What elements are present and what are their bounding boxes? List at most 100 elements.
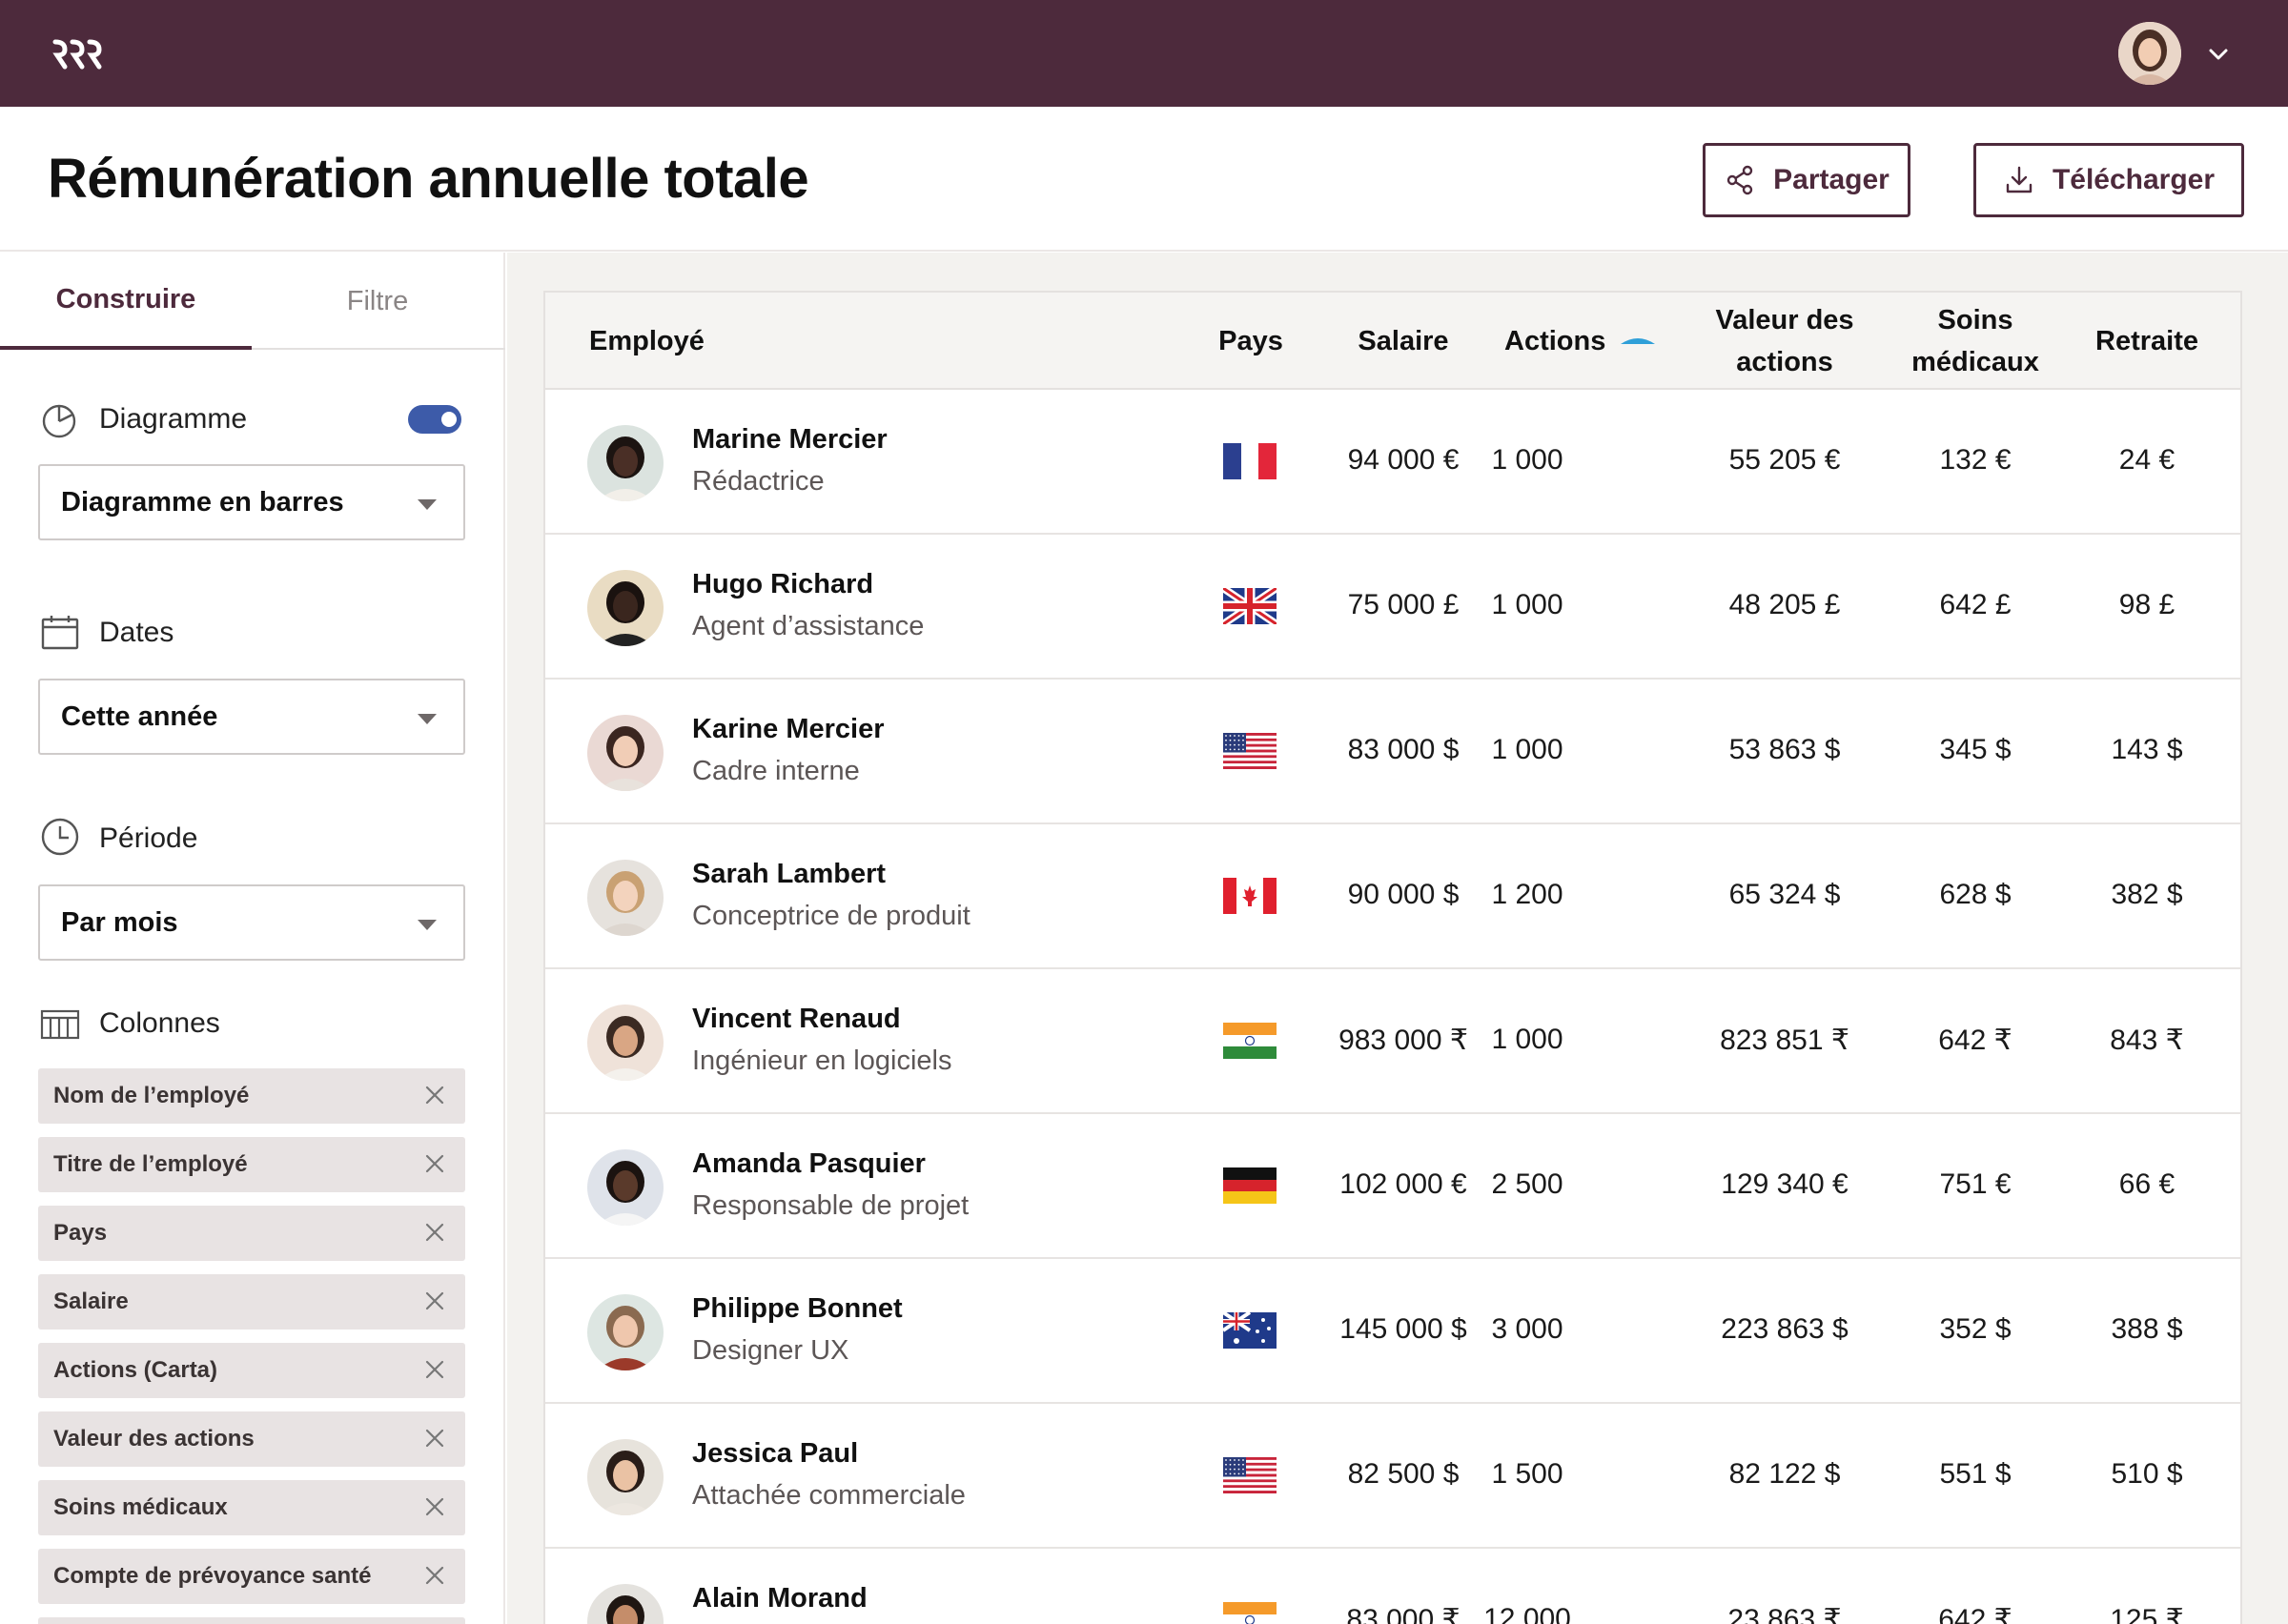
col-retirement[interactable]: Retraite <box>2095 326 2198 356</box>
column-chip[interactable]: Nom de l’employé <box>38 1068 465 1124</box>
column-chip[interactable]: Actions (Carta) <box>38 1343 465 1398</box>
column-chip[interactable]: Compte de prévoyance santé <box>38 1549 465 1604</box>
india-flag-icon <box>1223 1023 1277 1059</box>
canada-flag-icon <box>1223 878 1277 914</box>
cell-retirement: 98 £ <box>2118 589 2176 620</box>
chevron-down-icon[interactable] <box>2204 40 2233 69</box>
col-medical-line2: médicaux <box>1911 347 2039 377</box>
table-row[interactable]: Karine Mercier Cadre interne 83 000 $ 1 000… <box>545 680 2240 824</box>
cell-salary: 145 000 $ <box>1339 1313 1467 1345</box>
usa-flag-icon <box>1223 1457 1277 1493</box>
column-chip-label: Titre de l’employé <box>53 1151 248 1177</box>
col-medical[interactable]: Soins médicaux <box>1891 293 2059 390</box>
column-chip[interactable] <box>38 1617 465 1624</box>
chart-type-value: Diagramme en barres <box>61 487 344 518</box>
france-flag-icon <box>1223 443 1277 479</box>
close-icon[interactable] <box>423 1427 446 1450</box>
chart-toggle[interactable] <box>408 405 461 434</box>
dates-select[interactable]: Cette année <box>38 679 465 755</box>
app-logo-icon[interactable] <box>51 34 105 72</box>
cell-share-value: 53 863 $ <box>1728 734 1841 765</box>
germany-flag-icon <box>1223 1167 1277 1204</box>
download-button-label: Télécharger <box>2052 164 2216 195</box>
table-row[interactable]: Alain Morand 83 000 ₹ 12 000 23 863 ₹ 642 ₹ 1… <box>545 1549 2240 1624</box>
table-row[interactable]: Sarah Lambert Conceptrice de produit 90 00… <box>545 824 2240 969</box>
cell-retirement: 843 ₹ <box>2110 1025 2184 1056</box>
caret-down-icon <box>418 920 437 930</box>
column-chip[interactable]: Valeur des actions <box>38 1411 465 1467</box>
close-icon[interactable] <box>423 1564 446 1587</box>
col-share-value[interactable]: Valeur des actions <box>1689 293 1880 390</box>
table-row[interactable]: Marine Mercier Rédactrice 94 000 € 1 000 55 … <box>545 390 2240 535</box>
cell-shares: 2 500 <box>1491 1168 1563 1200</box>
table-row[interactable]: Philippe Bonnet Designer UX 145 000 $ 3 000… <box>545 1259 2240 1404</box>
column-chip[interactable]: Salaire <box>38 1274 465 1330</box>
share-button-label: Partager <box>1773 164 1890 195</box>
col-shares-label: Actions <box>1504 326 1606 356</box>
col-employee[interactable]: Employé <box>589 326 705 356</box>
col-salary[interactable]: Salaire <box>1358 326 1449 356</box>
share-icon <box>1726 165 1753 195</box>
download-button[interactable]: Télécharger <box>1973 143 2244 217</box>
cell-share-value: 82 122 $ <box>1728 1458 1841 1490</box>
employee-title: Agent d’assistance <box>692 611 925 641</box>
cell-retirement: 66 € <box>2118 1168 2176 1200</box>
cell-salary: 102 000 € <box>1339 1168 1467 1200</box>
download-icon <box>2006 166 2033 193</box>
close-icon[interactable] <box>423 1152 446 1175</box>
employee-name: Amanda Pasquier <box>692 1148 926 1179</box>
employee-avatar <box>587 1149 664 1226</box>
uk-flag-icon <box>1220 584 1279 628</box>
cell-shares: 1 000 <box>1491 1024 1563 1055</box>
cell-share-value: 23 863 ₹ <box>1727 1604 1842 1624</box>
cell-shares: 1 500 <box>1491 1458 1563 1490</box>
cell-medical: 132 € <box>1939 444 2012 476</box>
employee-name: Karine Mercier <box>692 714 885 744</box>
column-chip-label: Nom de l’employé <box>53 1083 250 1108</box>
close-icon[interactable] <box>423 1358 446 1381</box>
page-title: Rémunération annuelle totale <box>48 148 809 210</box>
employee-title: Ingénieur en logiciels <box>692 1045 952 1076</box>
chart-type-select[interactable]: Diagramme en barres <box>38 464 465 540</box>
australia-flag-icon <box>1221 1310 1277 1349</box>
table-row[interactable]: Vincent Renaud Ingénieur en logiciels 983 … <box>545 969 2240 1114</box>
cell-share-value: 223 863 $ <box>1721 1313 1849 1345</box>
cell-salary: 75 000 £ <box>1347 589 1460 620</box>
tab-filter[interactable]: Filtre <box>346 285 409 316</box>
cell-shares: 1 000 <box>1491 589 1563 620</box>
close-icon[interactable] <box>423 1495 446 1518</box>
employee-avatar <box>587 1584 664 1624</box>
employee-title: Cadre interne <box>692 756 860 786</box>
employee-avatar <box>587 425 664 501</box>
sort-indicator-icon[interactable] <box>1619 335 1657 348</box>
employee-title: Rédactrice <box>692 466 825 497</box>
table-row[interactable]: Jessica Paul Attachée commerciale 82 500 $… <box>545 1404 2240 1549</box>
calendar-icon <box>41 616 79 650</box>
employee-avatar <box>587 1439 664 1515</box>
cell-share-value: 823 851 ₹ <box>1720 1025 1849 1056</box>
title-row: Rémunération annuelle totale Partager Té… <box>0 107 2288 252</box>
col-shares[interactable]: Actions <box>1499 293 1689 390</box>
period-select[interactable]: Par mois <box>38 884 465 961</box>
compensation-table: Employé Pays Salaire Actions Valeur des … <box>543 291 2242 1624</box>
cell-medical: 551 $ <box>1939 1458 2012 1490</box>
close-icon[interactable] <box>423 1084 446 1106</box>
tab-build[interactable]: Construire <box>0 253 252 350</box>
employee-name: Alain Morand <box>692 1583 868 1614</box>
employee-avatar <box>587 570 664 646</box>
table-row[interactable]: Amanda Pasquier Responsable de projet 102 … <box>545 1114 2240 1259</box>
cell-share-value: 55 205 € <box>1728 444 1841 476</box>
col-country[interactable]: Pays <box>1218 326 1283 356</box>
cell-shares: 1 000 <box>1491 734 1563 765</box>
column-chip[interactable]: Titre de l’employé <box>38 1137 465 1192</box>
dates-label: Dates <box>99 617 174 648</box>
close-icon[interactable] <box>423 1289 446 1312</box>
close-icon[interactable] <box>423 1221 446 1244</box>
column-chip[interactable]: Pays <box>38 1206 465 1261</box>
share-button[interactable]: Partager <box>1703 143 1910 217</box>
clock-icon <box>41 818 79 856</box>
column-chip[interactable]: Soins médicaux <box>38 1480 465 1535</box>
user-avatar[interactable] <box>2118 22 2181 85</box>
employee-avatar <box>587 860 664 936</box>
table-row[interactable]: Hugo Richard Agent d’assistance 75 000 £ 1 … <box>545 535 2240 680</box>
